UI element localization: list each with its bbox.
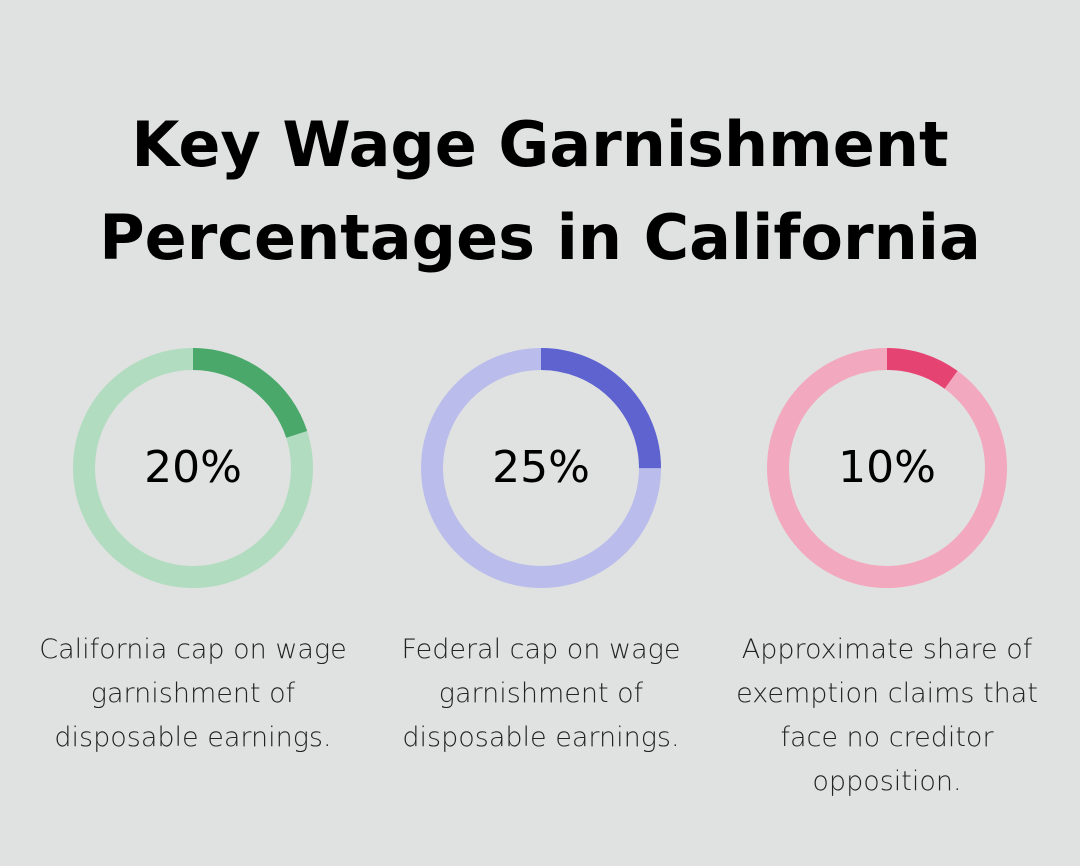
stat-caption: Federal cap on wage garnishment of dispo… bbox=[401, 634, 681, 753]
donut-chart-california-cap bbox=[65, 340, 321, 596]
page-title: Key Wage Garnishment Percentages in Cali… bbox=[0, 98, 1080, 284]
percent-label: 25% bbox=[492, 442, 590, 493]
donut-chart-federal-cap bbox=[413, 340, 669, 596]
title-line-2: Percentages in California bbox=[99, 201, 981, 274]
stat-caption: Approximate share of exemption claims th… bbox=[736, 634, 1038, 797]
stat-caption: California cap on wage garnishment of di… bbox=[39, 634, 347, 753]
title-line-1: Key Wage Garnishment bbox=[131, 108, 949, 181]
donut-svg bbox=[73, 348, 313, 588]
donut-value-arc bbox=[767, 348, 1007, 588]
stat-cards: 20% California cap on wage garnishment o… bbox=[0, 340, 1080, 840]
percent-label: 20% bbox=[144, 442, 242, 493]
percent-label: 10% bbox=[838, 442, 936, 493]
donut-chart-unopposed-claims bbox=[759, 340, 1015, 596]
donut-svg bbox=[767, 348, 1007, 588]
donut-svg bbox=[421, 348, 661, 588]
donut-value-arc bbox=[73, 348, 313, 588]
donut-value-arc bbox=[421, 348, 661, 588]
